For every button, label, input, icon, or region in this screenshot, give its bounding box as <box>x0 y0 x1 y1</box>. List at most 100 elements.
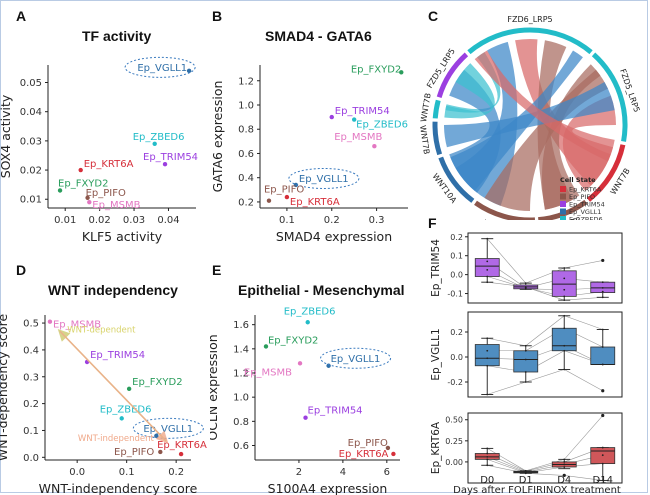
chord-sector-label: WNT7B <box>420 92 433 122</box>
y-tick-label: 0.02 <box>20 166 42 177</box>
sample-point <box>601 286 604 289</box>
sample-point <box>601 462 604 465</box>
legend-swatch-ep-pifo <box>560 193 566 200</box>
sample-point <box>486 357 489 360</box>
data-label-ep-pifo: Ep_PIFO <box>264 185 304 196</box>
data-label-ep-trim54: Ep_TRIM54 <box>335 106 390 117</box>
legend-label-ep-krt6a: Ep_KRT6A <box>569 186 602 194</box>
sample-point <box>563 267 566 269</box>
sample-point <box>563 461 566 463</box>
y-tick-label: 0.2 <box>450 328 463 337</box>
panel-letter-a: A <box>16 8 27 24</box>
y-tick-label: 0.04 <box>20 107 42 118</box>
data-point-ep-krt6a <box>78 167 83 173</box>
sample-point <box>601 281 604 284</box>
data-point-ep-trim54 <box>303 415 308 420</box>
sample-trajectory <box>487 327 603 352</box>
y-tick-label: 0.6 <box>238 149 254 160</box>
legend-label-ep-trim54: Ep_TRIM54 <box>569 201 605 209</box>
sample-point <box>601 446 604 449</box>
legend-label-ep-pifo: Ep_PIFO <box>569 193 595 201</box>
chord-sector-wnt7b <box>432 99 441 119</box>
x-axis-label: S100A4 expression <box>268 481 388 495</box>
data-label-ep-zbed6: Ep_ZBED6 <box>356 120 408 131</box>
data-point-ep-fxyd2 <box>399 70 404 75</box>
panel-letter-c: C <box>428 8 439 24</box>
sample-point <box>486 349 489 352</box>
sample-point <box>601 328 604 331</box>
sample-trajectory <box>487 345 603 365</box>
sample-point <box>524 282 527 285</box>
sample-trajectory <box>487 276 603 297</box>
x-tick-label: 0.01 <box>54 215 76 226</box>
sample-point <box>601 296 604 299</box>
chord-sector-wnt10a <box>474 200 535 220</box>
panel-d-title: WNT independency <box>48 282 178 298</box>
x-tick-label: 2 <box>296 467 302 478</box>
chord-sector-wnt7b <box>586 144 626 202</box>
sample-trajectory <box>487 415 603 472</box>
panel-letter-f: F <box>428 215 437 231</box>
y-tick-label: 0.05 <box>20 78 42 89</box>
data-label-ep-fxyd2: Ep_FXYD2 <box>268 335 318 346</box>
sample-point <box>563 458 566 461</box>
data-point-ep-vgll1 <box>293 182 299 188</box>
data-label-ep-fxyd2: Ep_FXYD2 <box>58 178 108 189</box>
x-tick-label-d14: D14 <box>593 475 613 486</box>
wnt-independent-arrow <box>59 330 169 444</box>
data-point-ep-zbed6 <box>351 117 357 122</box>
sample-point <box>486 260 489 263</box>
x-tick-label: 0.04 <box>157 215 179 226</box>
sample-point <box>563 327 566 330</box>
sample-point <box>486 447 489 450</box>
data-point-ep-msmb <box>47 319 53 324</box>
sample-trajectory <box>487 459 603 474</box>
data-point-ep-msmb <box>297 361 303 366</box>
chord-diagram-wnt: FZD6_LRP5FZD5_LRP5WNT7BWNT7BWNT10AWNT10A… <box>420 15 641 220</box>
scatter-chart-epithelial-mesenchymal: 2 4 6 0.6 0.8 1.0 1.2 1.4 1.6 S100A4 expression OC… <box>210 306 400 495</box>
data-point-ep-vgll1 <box>186 68 192 74</box>
sample-point <box>563 277 566 280</box>
data-label-ep-pifo: Ep_PIFO <box>348 438 388 449</box>
x-tick-label: 0.1 <box>119 467 135 478</box>
y-tick-label: 0.03 <box>20 136 42 147</box>
data-label-ep-msmb: Ep_MSMB <box>334 132 382 143</box>
sample-trajectory <box>487 315 603 347</box>
y-tick-label: 1.4 <box>233 344 249 355</box>
data-point-ep-fxyd2 <box>57 188 63 193</box>
wnt-dependent-label: WNT-dependent <box>67 325 136 335</box>
subplot-frame <box>467 311 623 398</box>
data-label-ep-pifo: Ep_PIFO <box>86 188 126 199</box>
chord-sector-fzd5-lrp5 <box>436 52 469 98</box>
data-point-ep-trim54 <box>329 114 334 120</box>
legend-title: Cell State <box>560 176 596 184</box>
sample-point <box>524 349 527 352</box>
sample-point <box>563 349 566 352</box>
boxplot-folfirinox: -0.1 0.0 0.1 0.2 Ep_TRIM54 -0.2 0.0 0.2 Ep_VGLL1… <box>430 232 623 495</box>
y-tick-label: 0.1 <box>23 426 39 437</box>
sample-point <box>524 358 527 361</box>
x-tick-label: 0.0 <box>69 467 85 478</box>
y-tick-label: 0.01 <box>20 195 42 206</box>
x-tick-label: 0.02 <box>88 215 110 226</box>
sample-trajectory <box>487 454 603 473</box>
sample-trajectory <box>487 369 603 395</box>
data-label-ep-trim54: Ep_TRIM54 <box>308 406 363 417</box>
y-tick-label: 0.1 <box>450 252 463 261</box>
sample-point <box>524 371 527 373</box>
sample-point <box>563 344 566 347</box>
chord-sector-fzd5-lrp5 <box>591 52 628 142</box>
y-axis-label: SOX4 activity <box>0 94 13 178</box>
data-point-ep-krt6a <box>391 451 396 457</box>
scatter-chart-tf-activity: 0.01 0.02 0.03 0.04 0.01 0.02 0.03 0.04 0.05 KLF5… <box>0 56 198 244</box>
subplot-y-label: Ep_VGLL1 <box>430 328 442 380</box>
box-d14 <box>590 346 616 365</box>
sample-point <box>563 474 566 477</box>
sample-point <box>563 368 566 371</box>
data-label-ep-trim54: Ep_TRIM54 <box>90 350 145 361</box>
y-tick-label: 1.2 <box>233 369 249 380</box>
chord-sector-label: FZD6_LRP5 <box>507 15 552 24</box>
sample-point <box>486 364 489 367</box>
x-tick-label-d0: D0 <box>480 475 494 486</box>
panel-e-title: Epithelial - Mesenchymal <box>238 282 405 298</box>
